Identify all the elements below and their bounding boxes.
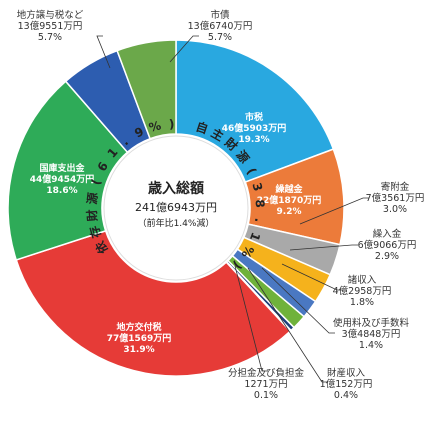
slice-4-leader	[281, 263, 343, 291]
slice-11-label-1: 13億6740万円	[188, 20, 253, 32]
dependent-source-ring-char-3: 源	[84, 192, 100, 206]
center-note: （前年比1.4%減）	[138, 217, 215, 229]
slice-10-label-0: 地方譲与税など	[17, 9, 84, 21]
slice-7-label-2: 0.1%	[254, 390, 278, 401]
slice-5-label-1: 3億4848万円	[342, 328, 401, 340]
slice-2-label-1: 7億3561万円	[366, 192, 425, 204]
slice-8-label-1: 77億1569万円	[107, 332, 172, 344]
slice-2-leader	[299, 197, 369, 225]
slice-9-label-2: 18.6%	[46, 186, 77, 196]
slice-3-label-0: 繰入金	[373, 228, 402, 240]
slice-7-leader	[234, 265, 268, 372]
slice-6-label-2: 0.4%	[334, 390, 358, 401]
slice-11-label-0: 市債	[210, 9, 230, 21]
slice-7-label-0: 分担金及び負担金	[228, 367, 305, 379]
center-title: 歳入総額	[148, 180, 204, 197]
center-label: 歳入総額 241億6943万円 （前年比1.4%減）	[135, 180, 217, 229]
slice-10-label-2: 5.7%	[38, 32, 62, 43]
slice-2-label-0: 寄附金	[381, 181, 410, 193]
slice-5-label-2: 1.4%	[359, 340, 383, 351]
slice-6-leader	[247, 267, 328, 383]
slice-1-label-0: 繰越金	[275, 183, 303, 195]
slice-7-label-1: 1271万円	[244, 379, 287, 390]
dependent-source-ring-char-4: (	[89, 177, 104, 187]
slice-3-leader	[289, 244, 358, 251]
own-source-ring-char-5: 3	[250, 181, 266, 193]
slice-11-label-2: 5.7%	[208, 32, 232, 43]
slice-10-leader	[96, 35, 111, 69]
slice-4-label-0: 諸収入	[348, 274, 377, 286]
center-amount: 241億6943万円	[135, 201, 217, 214]
slice-5-leader	[261, 267, 335, 334]
slice-10-label-1: 13億9551万円	[18, 20, 83, 32]
slice-0-label-0: 市税	[245, 111, 263, 123]
slice-4-label-1: 4億2958万円	[333, 285, 392, 297]
slice-6-label-0: 財産収入	[327, 367, 366, 379]
slice-11-leader	[169, 35, 199, 63]
own-source-ring-char-6: 8	[253, 199, 267, 208]
slice-3-label-2: 2.9%	[375, 251, 399, 262]
slice-9-label-1: 44億9454万円	[30, 173, 95, 185]
slice-0-label-1: 46億5903万円	[222, 122, 287, 134]
dependent-source-ring-char-10: )	[168, 117, 174, 131]
dependent-source-ring-char-1: 存	[86, 224, 104, 241]
slice-2-label-2: 3.0%	[383, 204, 407, 215]
slice-8-label-2: 31.9%	[123, 345, 154, 355]
dependent-source-ring-char-2: 財	[84, 209, 100, 223]
slice-9-label-0: 国庫支出金	[39, 162, 85, 174]
slice-1-label-1: 22億1870万円	[257, 194, 322, 206]
slice-5-label-0: 使用料及び手数料	[333, 317, 410, 329]
slice-1-label-2: 9.2%	[277, 207, 302, 217]
own-source-ring-char-0: 自	[194, 119, 210, 137]
inner-ring-outline	[103, 135, 249, 281]
own-source-ring-char-4: (	[244, 166, 259, 177]
slice-4-label-2: 1.8%	[350, 297, 374, 308]
slice-8-label-0: 地方交付税	[116, 321, 161, 333]
own-source-ring-char-7: .	[252, 217, 267, 224]
slice-0-label-2: 19.3%	[238, 135, 269, 145]
dependent-source-ring-char-9: %	[147, 118, 162, 135]
leader-lines-layer	[96, 35, 369, 383]
slice-3-label-1: 6億9066万円	[358, 239, 417, 251]
donut-hole	[102, 134, 250, 282]
slice-6-label-1: 1億152万円	[320, 378, 373, 390]
